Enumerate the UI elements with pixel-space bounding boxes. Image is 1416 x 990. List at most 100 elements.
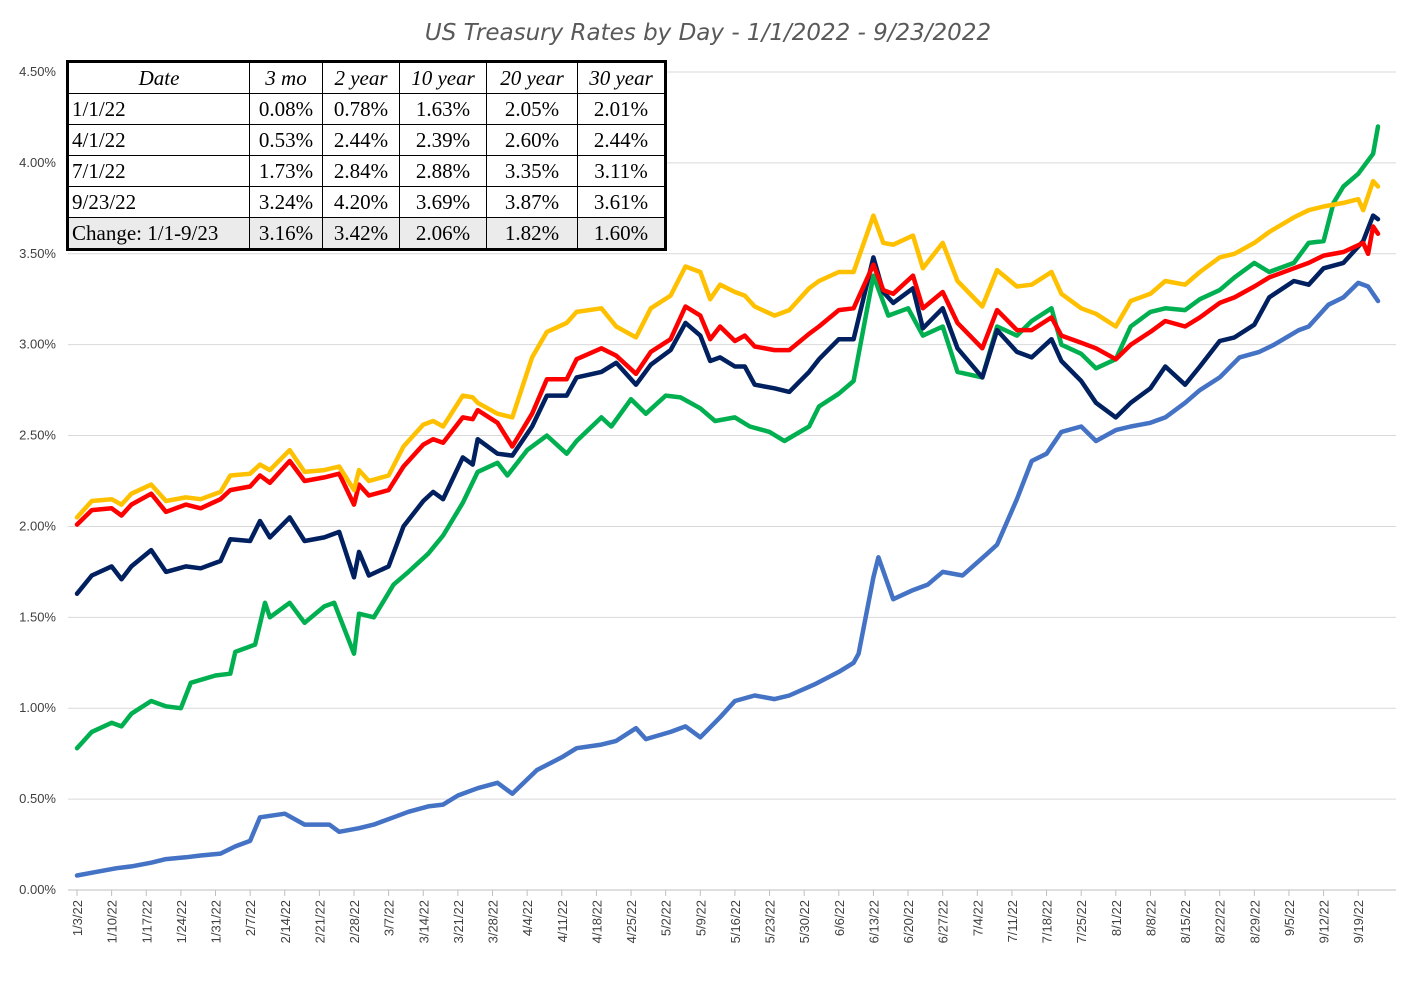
x-tick-label: 8/15/22	[1178, 900, 1193, 943]
table-cell: 1.63%	[399, 93, 487, 125]
y-tick-label: 0.00%	[19, 882, 56, 897]
y-tick-label: 0.50%	[19, 791, 56, 806]
x-tick-label: 5/9/22	[693, 900, 708, 936]
y-tick-label: 1.50%	[19, 609, 56, 624]
x-tick-label: 9/5/22	[1282, 900, 1297, 936]
table-row: 9/23/22 3.24% 4.20% 3.69% 3.87% 3.61%	[68, 186, 665, 218]
x-tick-label: 4/18/22	[589, 900, 604, 943]
table-cell: 3.42%	[322, 217, 400, 249]
x-tick-label: 4/25/22	[624, 900, 639, 943]
table-cell: 2.88%	[399, 155, 487, 187]
table-cell: 4/1/22	[68, 124, 250, 156]
x-tick-label: 8/29/22	[1247, 900, 1262, 943]
x-tick-label: 9/19/22	[1351, 900, 1366, 943]
series-line	[74, 178, 1381, 520]
x-tick-label: 1/31/22	[209, 900, 224, 943]
x-tick-label: 7/11/22	[1005, 900, 1020, 942]
x-tick-label: 4/4/22	[520, 900, 535, 936]
x-tick-label: 5/23/22	[763, 900, 778, 943]
table-cell: 2.44%	[577, 124, 665, 156]
table-cell: 2.01%	[577, 93, 665, 125]
x-tick-label: 3/21/22	[451, 900, 466, 943]
table-cell: 1.60%	[577, 217, 665, 249]
table-cell: 3.87%	[486, 186, 578, 218]
table-row-change: Change: 1/1-9/23 3.16% 3.42% 2.06% 1.82%…	[68, 217, 665, 249]
y-tick-label: 2.50%	[19, 428, 56, 443]
table-cell: 3.11%	[577, 155, 665, 187]
column-header: 10 year	[399, 62, 487, 94]
table-row: 1/1/22 0.08% 0.78% 1.63% 2.05% 2.01%	[68, 93, 665, 125]
series-lines	[74, 124, 1381, 878]
x-tick-label: 1/3/22	[70, 900, 85, 936]
series-line	[74, 224, 1381, 527]
x-tick-label: 2/21/22	[312, 900, 327, 943]
column-header: 2 year	[322, 62, 400, 94]
x-tick-label: 6/27/22	[936, 900, 951, 943]
x-tick-label: 6/20/22	[901, 900, 916, 943]
y-axis-ticks: 0.00% 0.50% 1.00% 1.50% 2.00% 2.50% 3.00% 3.50%…	[19, 64, 56, 897]
x-tick-label: 7/4/22	[970, 900, 985, 936]
column-header: 3 mo	[249, 62, 323, 94]
table-cell: 3.35%	[486, 155, 578, 187]
x-tick-label: 7/25/22	[1074, 900, 1089, 943]
x-tick-label: 7/18/22	[1040, 900, 1055, 943]
x-tick-label: 5/30/22	[797, 900, 812, 943]
table-cell: 4.20%	[322, 186, 400, 218]
x-tick-label: 5/2/22	[659, 900, 674, 936]
table-cell: 2.06%	[399, 217, 487, 249]
table-cell: 2.39%	[399, 124, 487, 156]
y-tick-label: 4.00%	[19, 155, 56, 170]
x-tick-label: 3/14/22	[416, 900, 431, 943]
table-row: 7/1/22 1.73% 2.84% 2.88% 3.35% 3.11%	[68, 155, 665, 187]
x-tick-label: 1/24/22	[174, 900, 189, 943]
y-tick-label: 3.00%	[19, 337, 56, 352]
x-tick-label: 6/13/22	[866, 900, 881, 943]
x-tick-label: 9/12/22	[1317, 900, 1332, 943]
table-cell: Change: 1/1-9/23	[68, 217, 250, 249]
table-cell: 0.78%	[322, 93, 400, 125]
y-tick-label: 1.00%	[19, 700, 56, 715]
x-tick-label: 1/17/22	[139, 900, 154, 943]
table-cell: 9/23/22	[68, 186, 250, 218]
table-cell: 3.69%	[399, 186, 487, 218]
table-cell: 2.44%	[322, 124, 400, 156]
table-cell: 1.82%	[486, 217, 578, 249]
series-line	[74, 213, 1381, 596]
rates-table: Date 3 mo 2 year 10 year 20 year 30 year…	[66, 60, 667, 251]
x-tick-label: 2/14/22	[278, 900, 293, 943]
table-cell: 1.73%	[249, 155, 323, 187]
x-tick-label: 8/8/22	[1143, 900, 1158, 936]
x-tick-label: 3/7/22	[382, 900, 397, 936]
x-axis-ticks: 1/3/22 1/10/22 1/17/22 1/24/22 1/31/22 2/7/22…	[70, 890, 1366, 943]
table-header-row: Date 3 mo 2 year 10 year 20 year 30 year	[68, 62, 665, 94]
x-tick-label: 4/11/22	[555, 900, 570, 942]
table-row: 4/1/22 0.53% 2.44% 2.39% 2.60% 2.44%	[68, 124, 665, 156]
column-header: 20 year	[486, 62, 578, 94]
table-cell: 1/1/22	[68, 93, 250, 125]
x-tick-label: 2/7/22	[243, 900, 258, 936]
table-cell: 2.84%	[322, 155, 400, 187]
table-cell: 0.53%	[249, 124, 323, 156]
table-cell: 3.24%	[249, 186, 323, 218]
x-tick-label: 2/28/22	[347, 900, 362, 943]
x-tick-label: 5/16/22	[728, 900, 743, 943]
series-line	[74, 280, 1381, 878]
column-header: 30 year	[577, 62, 665, 94]
table-cell: 7/1/22	[68, 155, 250, 187]
table-cell: 2.05%	[486, 93, 578, 125]
table-cell: 3.16%	[249, 217, 323, 249]
table-cell: 0.08%	[249, 93, 323, 125]
table-cell: 2.60%	[486, 124, 578, 156]
table-cell: 3.61%	[577, 186, 665, 218]
column-header: Date	[68, 62, 250, 94]
y-tick-label: 4.50%	[19, 64, 56, 79]
y-tick-label: 2.00%	[19, 518, 56, 533]
x-tick-label: 1/10/22	[105, 900, 120, 943]
x-tick-label: 8/22/22	[1213, 900, 1228, 943]
y-tick-label: 3.50%	[19, 246, 56, 261]
x-tick-label: 8/1/22	[1109, 900, 1124, 936]
x-tick-label: 6/6/22	[832, 900, 847, 936]
chart-title: US Treasury Rates by Day - 1/1/2022 - 9/…	[425, 20, 991, 46]
x-tick-label: 3/28/22	[486, 900, 501, 943]
series-line	[74, 124, 1381, 751]
